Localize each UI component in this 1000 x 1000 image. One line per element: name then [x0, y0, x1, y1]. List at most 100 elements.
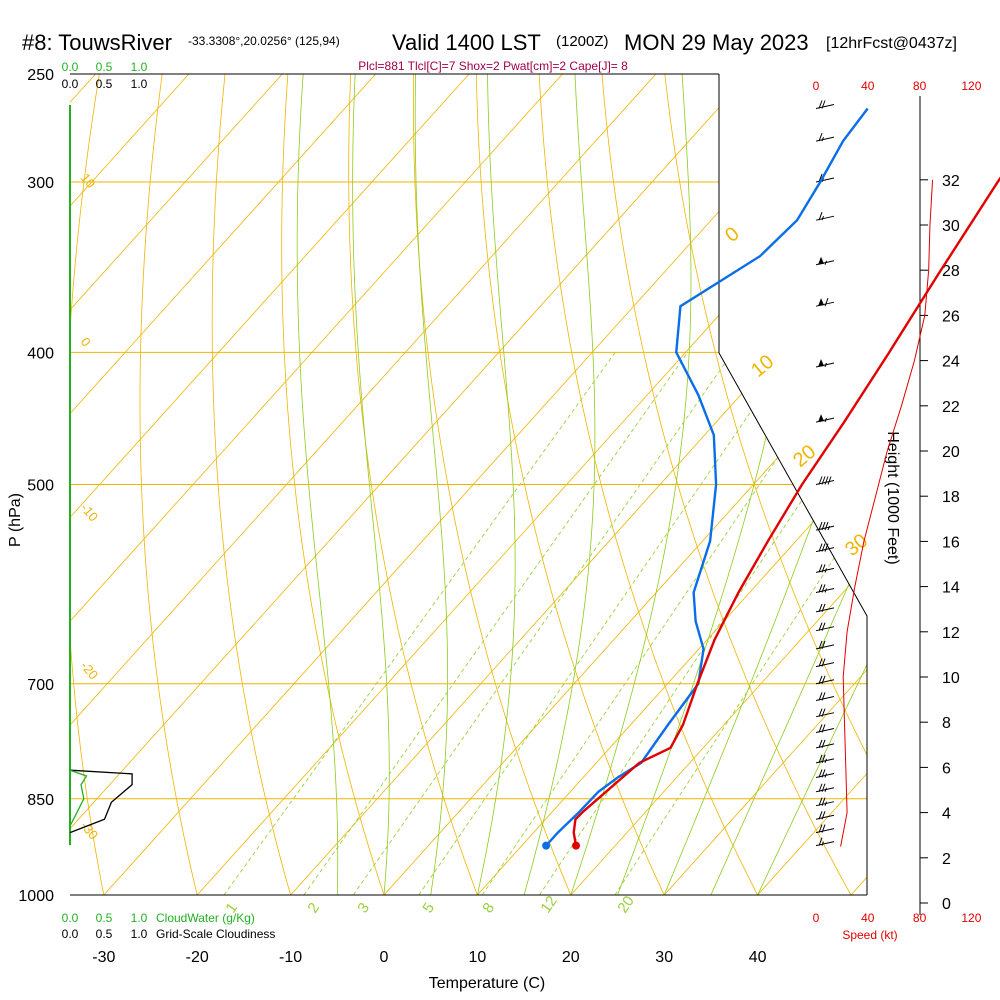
cloudwater-label: CloudWater (g/Kg): [156, 911, 255, 925]
wind-barb-feather: [818, 797, 823, 806]
wind-barb-feather: [818, 640, 823, 650]
mixing-ratio-label: 2: [304, 900, 323, 917]
speed-tick-label: 40: [861, 79, 875, 93]
mixing-ratio-label: 5: [419, 900, 438, 917]
wind-barb-half: [821, 136, 824, 142]
pressure-tick-label: 300: [27, 175, 54, 192]
height-tick-label: 20: [942, 444, 960, 461]
wind-barb-feather: [818, 692, 823, 701]
wind-barb-half: [821, 216, 824, 221]
wind-barb-feather: [818, 173, 823, 183]
isotherm-line: [0, 74, 2, 895]
cloudwater-tick-label: 1.0: [131, 60, 148, 74]
temperature-line: [572, 176, 1000, 846]
wind-barb-feather: [827, 476, 832, 485]
wind-barb-feather: [818, 811, 823, 820]
dry-adiabat-line: [979, 74, 1000, 895]
cloudiness-tick-label: 0.0: [62, 77, 79, 91]
cloudwater-tick-label: 0.5: [96, 911, 113, 925]
pressure-grid: [70, 73, 867, 896]
isotherm-line: [70, 74, 283, 895]
pressure-tick-label: 400: [27, 345, 54, 362]
height-tick-label: 24: [942, 354, 960, 371]
moist-adiabat-line: [570, 74, 692, 895]
speed-tick-label: 80: [913, 911, 927, 925]
wind-barb-pennant: [818, 414, 824, 423]
dry-adiabat-line: [348, 74, 478, 895]
dry-adiabat-line: [412, 74, 572, 895]
height-tick-label: 4: [942, 806, 951, 823]
wind-barb-feather: [821, 675, 826, 684]
dry-adiabat-label: -10: [78, 500, 102, 524]
mixing-ratio-line: [481, 352, 850, 895]
height-tick-label: 14: [942, 580, 960, 597]
valid-time: Valid 1400 LST: [392, 30, 541, 55]
wind-barb-feather: [821, 640, 826, 650]
cloudwater-tick-label: 0.5: [96, 60, 113, 74]
cloudiness-tick-label: 0.5: [96, 77, 113, 91]
dry-adiabat-label: 10: [78, 170, 99, 191]
wind-barb-feather: [818, 132, 823, 142]
mixing-ratio-line: [539, 352, 867, 895]
dry-adiabat-line: [281, 74, 385, 895]
height-tick-label: 26: [942, 308, 960, 325]
wind-barb-feather: [821, 824, 826, 833]
wind-barb-feather: [818, 824, 823, 833]
wind-barb-feather: [818, 658, 823, 667]
dry-adiabat-line: [211, 74, 291, 895]
moist-adiabat-line: [663, 74, 867, 895]
cloudiness-tick-label: 1.0: [131, 927, 148, 941]
dry-adiabat-line: [70, 74, 105, 895]
wind-barb-half: [824, 568, 827, 573]
mixing-ratio-line: [614, 352, 867, 895]
surface-temperature-point: [572, 841, 581, 850]
cloudiness-label: Grid-Scale Cloudiness: [156, 927, 275, 941]
wind-barb-feather: [821, 724, 826, 733]
wind-barb-pennant: [818, 256, 824, 265]
height-tick-label: 16: [942, 534, 960, 551]
wind-barb-feather: [821, 692, 826, 701]
wind-barb-half: [824, 758, 827, 764]
mixing-ratio-line: [303, 352, 689, 895]
sounding-traces: [542, 107, 1000, 850]
height-tick-label: 0: [942, 896, 951, 913]
speed-tick-label: 0: [813, 79, 820, 93]
isotherm-line: [663, 74, 867, 895]
moist-adiabat-line: [477, 74, 516, 895]
wind-barb-feather: [821, 811, 826, 820]
wind-barb-feather: [818, 837, 823, 846]
wind-barb-feather: [818, 543, 823, 552]
wind-barb-feather: [818, 739, 823, 749]
wind-barb-feather: [821, 584, 826, 593]
speed-tick-label: 0: [813, 911, 820, 925]
wind-barb-half: [827, 525, 830, 531]
cloudwater-line: [69, 769, 88, 827]
wind-barb-feather: [818, 754, 823, 764]
zulu-time: (1200Z): [556, 33, 609, 50]
mixing-ratio-label: 12: [537, 893, 560, 916]
wind-barb-feather: [818, 476, 823, 485]
cloudiness-tick-label: 1.0: [131, 77, 148, 91]
height-axis-label: Height (1000 Feet): [884, 431, 901, 564]
temperature-tick-label: 10: [469, 949, 487, 966]
height-tick-label: 2: [942, 851, 951, 868]
cloudiness-tick-label: 0.5: [96, 927, 113, 941]
temperature-tick-label: 0: [380, 949, 389, 966]
pressure-ticks: 250 300 400 500 700 850 1000: [18, 67, 54, 905]
temperature-tick-label: 40: [749, 949, 767, 966]
wind-barb-feather: [821, 658, 826, 667]
height-tick-label: 32: [942, 173, 960, 190]
height-tick-label: 22: [942, 399, 960, 416]
height-tick-label: 18: [942, 489, 960, 506]
x-axis-label: Temperature (C): [429, 975, 545, 992]
wind-barb-pennant: [818, 298, 824, 307]
mixing-ratio-line: [352, 352, 733, 895]
dry-adiabat-line: [538, 74, 758, 895]
height-tick-label: 6: [942, 760, 951, 777]
temperature-tick-label: -30: [92, 949, 115, 966]
wind-barb-feather: [818, 584, 823, 593]
moist-adiabat-line: [710, 74, 867, 895]
wind-barb-feather: [818, 783, 823, 792]
